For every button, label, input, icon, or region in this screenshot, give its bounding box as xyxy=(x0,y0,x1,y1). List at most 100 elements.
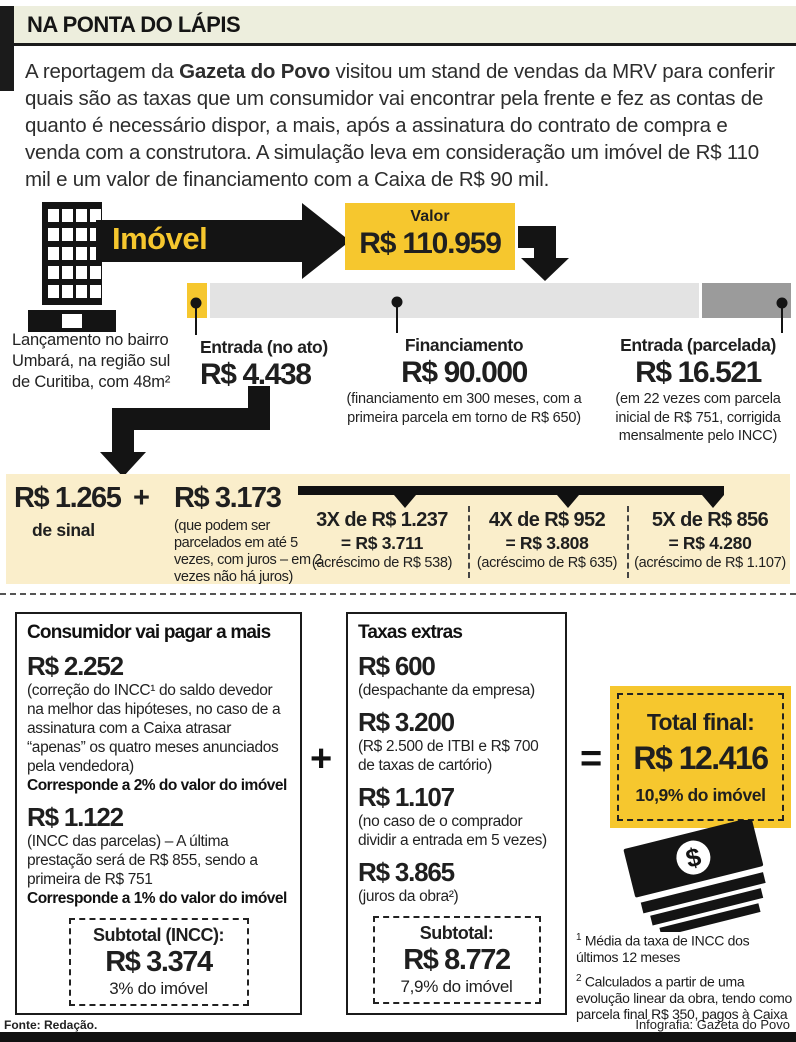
title-accent-bar xyxy=(0,6,14,91)
sinal-plus: + xyxy=(132,482,150,514)
option-3x: 3X de R$ 1.237 = R$ 3.711 (acréscimo de … xyxy=(302,508,462,572)
tax-item-1-note: (despachante da empresa) xyxy=(358,682,535,699)
label-entrada-parcelada-note: (em 22 vezes com parcela inicial de R$ 7… xyxy=(615,391,781,444)
option-arrow-1 xyxy=(394,495,416,508)
source-credit: Fonte: Redação. xyxy=(4,1018,98,1032)
label-entrada-parcelada-value: R$ 16.521 xyxy=(635,356,762,389)
valor-down-arrow xyxy=(518,226,569,281)
footnotes: 1 Média da taxa de INCC dos últimos 12 m… xyxy=(576,930,794,1028)
tax-item-2-note: (R$ 2.500 de ITBI e R$ 700 de taxas de c… xyxy=(358,738,539,774)
valor-box-label: Valor xyxy=(410,208,450,225)
total-box-inner: Total final: R$ 12.416 10,9% do imóvel xyxy=(617,693,784,821)
option-separator-2 xyxy=(627,506,629,578)
consumer-subtotal-value: R$ 3.374 xyxy=(105,946,213,978)
sinal-band: R$ 1.265 + de sinal R$ 3.173 (que podem … xyxy=(6,474,790,585)
consumer-box: Consumidor vai pagar a mais R$ 2.252 (co… xyxy=(15,612,302,1015)
taxes-subtotal-label: Subtotal: xyxy=(419,923,494,943)
tax-item-4-note: (juros da obra²) xyxy=(358,888,459,905)
consumer-item-1-emph: Corresponde a 2% do valor do imóvel xyxy=(27,777,287,794)
consumer-subtotal-label: Subtotal (INCC): xyxy=(93,925,224,945)
taxes-subtotal-pct: 7,9% do imóvel xyxy=(400,977,513,996)
options-connector-line xyxy=(298,486,724,495)
option-5x-note: (acréscimo de R$ 1.107) xyxy=(634,555,786,571)
tax-item-3-value: R$ 1.107 xyxy=(358,782,455,812)
option-separator-1 xyxy=(468,506,470,578)
entrada-bend-arrow xyxy=(100,386,270,477)
sinal-value: R$ 1.265 xyxy=(14,482,122,514)
consumer-item-2-emph: Corresponde a 1% do valor do imóvel xyxy=(27,890,287,907)
footnote-2-text: Calculados a partir de uma evolução line… xyxy=(576,973,792,1023)
option-5x: 5X de R$ 856 = R$ 4.280 (acréscimo de R$… xyxy=(634,508,786,572)
total-value: R$ 12.416 xyxy=(633,740,769,776)
label-entrada-parcelada: Entrada (parcelada) R$ 16.521 (em 22 vez… xyxy=(604,335,792,446)
option-arrow-3 xyxy=(702,495,724,508)
bar-segment-entrada-parcelada xyxy=(702,283,791,318)
taxes-subtotal-box: Subtotal: R$ 8.772 7,9% do imóvel xyxy=(372,916,541,1004)
consumer-item-1-value: R$ 2.252 xyxy=(27,651,124,681)
building-icon xyxy=(28,202,116,332)
tax-item-3-note: (no caso de o comprador dividir a entrad… xyxy=(358,813,547,849)
intro-text-pre: A reportagem da xyxy=(25,60,180,83)
label-financiamento-value: R$ 90.000 xyxy=(401,356,528,389)
imovel-label: Imóvel xyxy=(112,221,208,256)
valor-box: Valor R$ 110.959 xyxy=(345,203,515,270)
page-title: NA PONTA DO LÁPIS xyxy=(27,12,241,37)
rest-note: (que podem ser parcelados em até 5 vezes… xyxy=(174,518,322,585)
option-5x-title: 5X de R$ 856 xyxy=(651,509,769,531)
tax-item-4-value: R$ 3.865 xyxy=(358,857,455,887)
footnote-2-marker: 2 xyxy=(576,972,582,984)
footnote-1: 1 Média da taxa de INCC dos últimos 12 m… xyxy=(576,930,794,966)
option-arrow-2 xyxy=(557,495,579,508)
sinal-label: de sinal xyxy=(32,520,95,540)
valor-box-value: R$ 110.959 xyxy=(359,227,502,260)
location-note: Lançamento no bairro Umbará, na região s… xyxy=(12,331,171,391)
label-financiamento: Financiamento R$ 90.000 (financiamento e… xyxy=(340,335,588,427)
section-divider xyxy=(0,593,796,595)
intro-text-post: visitou um stand de vendas da MRV para c… xyxy=(25,60,775,191)
tax-item-2-value: R$ 3.200 xyxy=(358,707,455,737)
option-3x-total: = R$ 3.711 xyxy=(340,533,424,553)
plus-operator: + xyxy=(310,738,333,780)
label-entrada-ato-name: Entrada (no ato) xyxy=(200,337,328,357)
option-4x-title: 4X de R$ 952 xyxy=(488,509,606,531)
rest-value: R$ 3.173 xyxy=(174,482,282,514)
intro-paragraph: A reportagem da Gazeta do Povo visitou u… xyxy=(25,58,787,193)
total-pct: 10,9% do imóvel xyxy=(635,785,766,805)
label-entrada-ato-value: R$ 4.438 xyxy=(200,358,312,391)
option-3x-note: (acréscimo de R$ 538) xyxy=(311,555,453,571)
consumer-box-title: Consumidor vai pagar a mais xyxy=(27,622,271,643)
taxes-box: Taxas extras R$ 600 (despachante da empr… xyxy=(346,612,567,1015)
consumer-subtotal-box: Subtotal (INCC): R$ 3.374 3% do imóvel xyxy=(68,918,249,1006)
footnote-2: 2 Calculados a partir de uma evolução li… xyxy=(576,971,794,1023)
consumer-item-1-note: (correção do INCC¹ do saldo devedor na m… xyxy=(27,682,281,775)
footnote-1-text: Média da taxa de INCC dos últimos 12 mes… xyxy=(576,932,750,966)
bar-segment-entrada-ato xyxy=(187,283,207,318)
option-4x-note: (acréscimo de R$ 635) xyxy=(476,555,618,571)
consumer-subtotal-pct: 3% do imóvel xyxy=(109,979,208,998)
equals-operator: = xyxy=(580,738,603,780)
label-financiamento-note: (financiamento em 300 meses, com a prime… xyxy=(346,391,582,426)
taxes-box-title: Taxas extras xyxy=(358,622,463,643)
consumer-item-2-value: R$ 1.122 xyxy=(27,802,124,832)
infographic-credit: Infografia: Gazeta do Povo xyxy=(635,1017,790,1032)
footer-bar xyxy=(0,1032,796,1042)
bar-segment-financiamento xyxy=(210,283,699,318)
header-band: NA PONTA DO LÁPIS xyxy=(14,6,796,46)
taxes-subtotal-value: R$ 8.772 xyxy=(403,944,511,976)
sinal-value-row: R$ 1.265 + xyxy=(14,482,150,514)
option-3x-title: 3X de R$ 1.237 xyxy=(316,509,448,531)
total-label: Total final: xyxy=(646,709,755,735)
label-entrada-parcelada-name: Entrada (parcelada) xyxy=(620,335,776,355)
label-entrada-ato: Entrada (no ato) R$ 4.438 xyxy=(200,337,350,392)
total-box: Total final: R$ 12.416 10,9% do imóvel xyxy=(610,686,791,828)
footnote-1-marker: 1 xyxy=(576,932,582,943)
option-5x-total: = R$ 4.280 xyxy=(668,533,752,553)
label-financiamento-name: Financiamento xyxy=(404,335,524,355)
option-4x-total: = R$ 3.808 xyxy=(505,533,589,553)
option-4x: 4X de R$ 952 = R$ 3.808 (acréscimo de R$… xyxy=(472,508,622,572)
money-stack-icon: $ xyxy=(623,820,766,932)
consumer-item-2-note: (INCC das parcelas) – A última prestação… xyxy=(27,833,258,888)
tax-item-1-value: R$ 600 xyxy=(358,651,436,681)
intro-brand: Gazeta do Povo xyxy=(179,60,331,83)
